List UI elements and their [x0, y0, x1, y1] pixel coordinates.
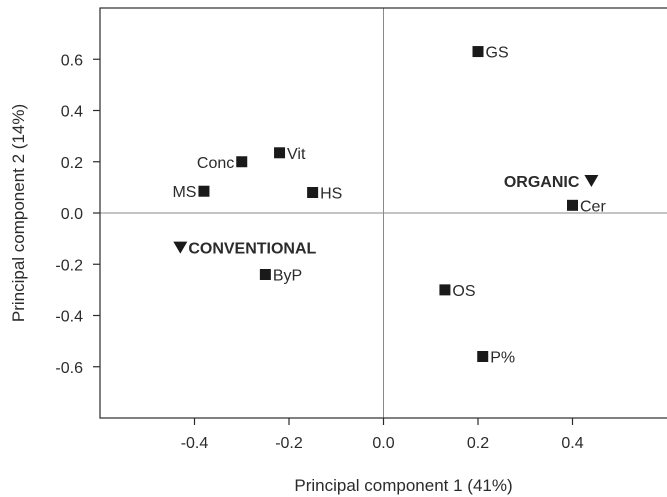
point-label: Conc — [197, 155, 234, 172]
point-label: ByP — [273, 268, 302, 285]
y-tick-label: -0.2 — [55, 257, 83, 274]
square-marker — [477, 351, 488, 362]
point-os: OS — [439, 283, 475, 300]
x-tick-label: 0.2 — [467, 435, 489, 452]
point-label: HS — [320, 186, 342, 203]
point-label: GS — [486, 45, 509, 62]
point-label: MS — [172, 184, 196, 201]
point-label: Vit — [287, 146, 306, 163]
x-tick-label: -0.2 — [275, 435, 303, 452]
point-hs: HS — [307, 186, 342, 203]
square-marker — [198, 186, 209, 197]
square-marker — [236, 156, 247, 167]
y-axis-title: Principal component 2 (14%) — [9, 104, 28, 322]
y-axis-ticks: 0.6 0.4 0.2 0.0 -0.2 -0.4 -0.6 — [55, 52, 100, 377]
group-centroids: ORGANIC CONVENTIONAL — [173, 174, 598, 258]
triangle-down-marker — [173, 242, 187, 254]
point-gs: GS — [473, 45, 509, 62]
square-marker — [567, 200, 578, 211]
y-tick-label: 0.6 — [61, 52, 83, 69]
point-label: OS — [452, 283, 475, 300]
point-p-: P% — [477, 350, 515, 367]
square-marker — [307, 187, 318, 198]
group-organic: ORGANIC — [504, 174, 599, 191]
point-vit: Vit — [274, 146, 306, 163]
x-axis-ticks: -0.4 -0.2 0.0 0.2 0.4 — [181, 418, 584, 452]
triangle-down-marker — [584, 175, 598, 187]
y-tick-label: -0.4 — [55, 309, 83, 326]
group-label: CONVENTIONAL — [188, 241, 316, 258]
square-marker — [274, 147, 285, 158]
point-label: Cer — [580, 198, 606, 215]
x-tick-label: 0.4 — [561, 435, 583, 452]
y-tick-label: 0.4 — [61, 104, 83, 121]
group-conventional: CONVENTIONAL — [173, 241, 316, 258]
x-axis-title: Principal component 1 (41%) — [294, 476, 512, 495]
y-tick-label: 0.2 — [61, 155, 83, 172]
square-marker — [439, 284, 450, 295]
point-conc: Conc — [197, 155, 247, 172]
y-tick-label: -0.6 — [55, 360, 83, 377]
square-marker — [473, 46, 484, 57]
square-marker — [260, 269, 271, 280]
point-byp: ByP — [260, 268, 302, 285]
x-tick-label: 0.0 — [372, 435, 394, 452]
group-label: ORGANIC — [504, 174, 580, 191]
point-ms: MS — [172, 184, 209, 201]
point-label: P% — [490, 350, 515, 367]
y-tick-label: 0.0 — [61, 206, 83, 223]
x-tick-label: -0.4 — [181, 435, 209, 452]
